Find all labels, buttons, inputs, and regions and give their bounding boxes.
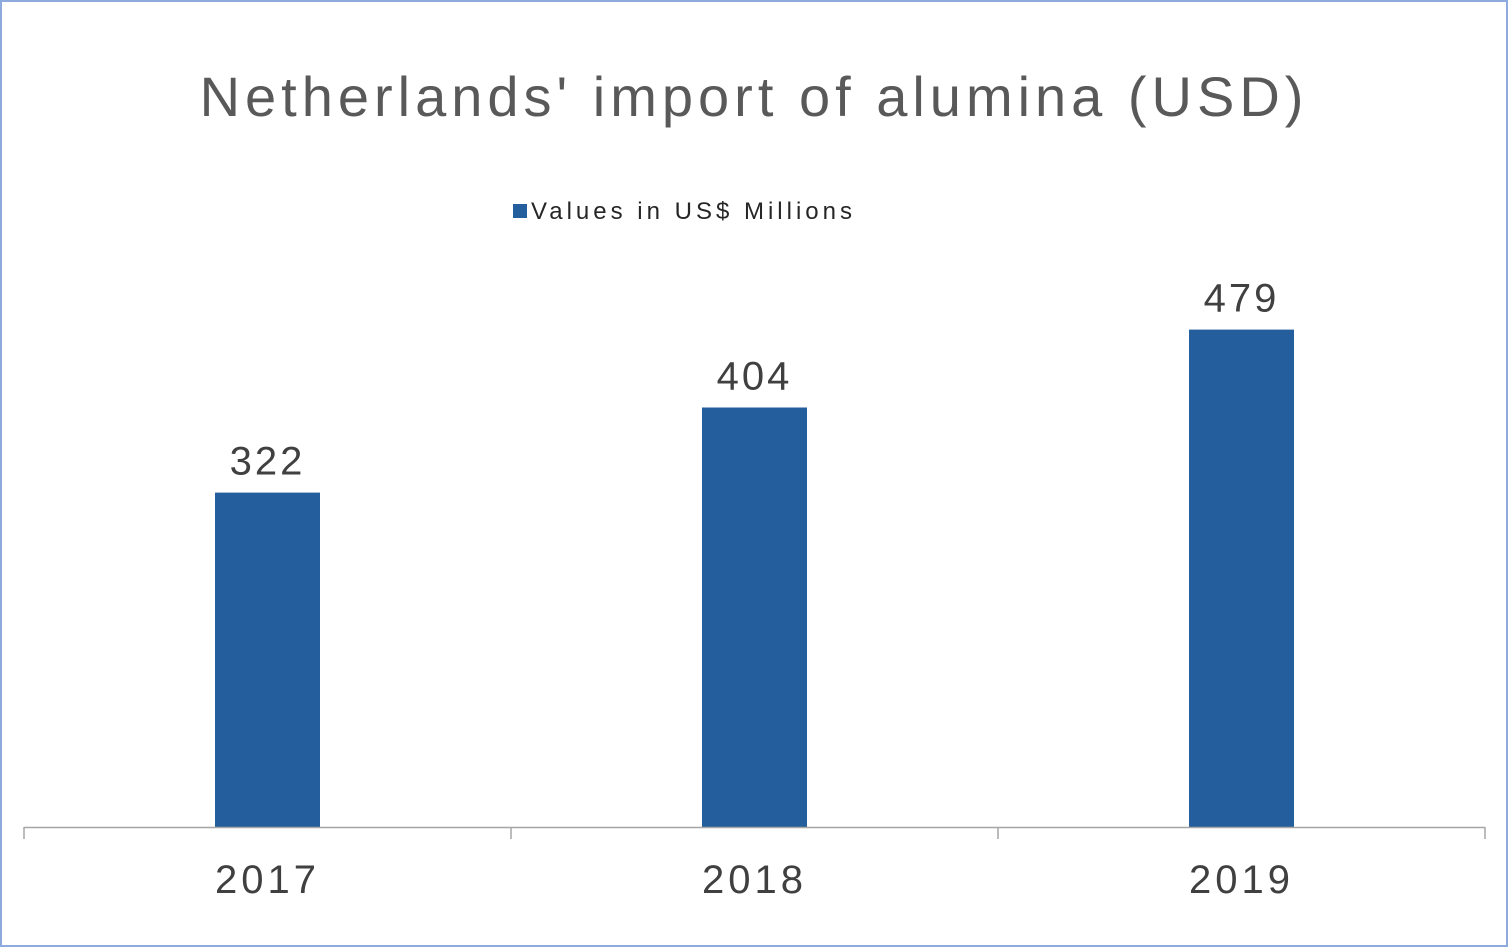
data-label-2018: 404 <box>717 355 793 399</box>
category-label-2018: 2018 <box>702 858 807 902</box>
bar-2017 <box>215 492 320 827</box>
legend-label-values: Values in US$ Millions <box>531 198 856 225</box>
bar-2018 <box>702 407 807 827</box>
plot-area: 322 2017 404 2018 479 2019 <box>23 277 1486 902</box>
category-label-2017: 2017 <box>215 858 320 902</box>
data-label-2017: 322 <box>230 440 306 484</box>
data-label-2019: 479 <box>1204 277 1280 321</box>
legend: Values in US$ Millions <box>513 198 856 225</box>
category-label-2019: 2019 <box>1189 858 1294 902</box>
bar-2019 <box>1189 329 1294 827</box>
chart-title: Netherlands' import of alumina (USD) <box>200 65 1309 128</box>
legend-swatch <box>513 204 527 218</box>
